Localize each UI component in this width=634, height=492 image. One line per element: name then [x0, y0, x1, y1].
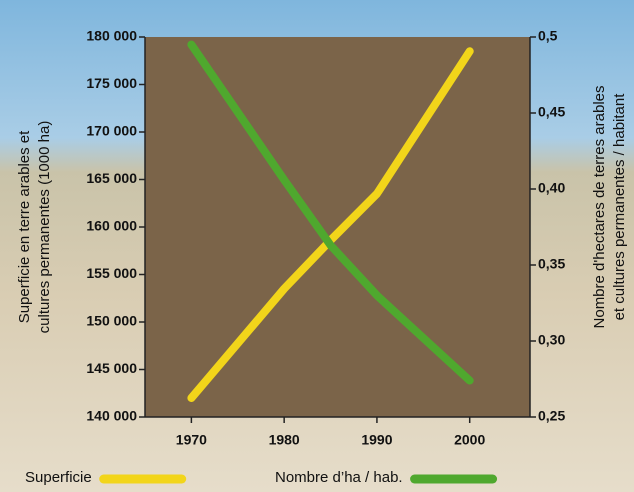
y-tick-label: 140 000 [86, 408, 137, 424]
y-tick-label: 170 000 [86, 123, 137, 139]
y2-tick-label: 0,30 [538, 332, 565, 348]
y-tick-label: 175 000 [86, 75, 137, 91]
y2-tick-label: 0,35 [538, 256, 565, 272]
y2-tick-label: 0,45 [538, 104, 565, 120]
y-tick-label: 165 000 [86, 170, 137, 186]
y-axis-title: Superficie en terre arables et [16, 130, 33, 323]
y-tick-label: 160 000 [86, 218, 137, 234]
chart: 140 000 145 000 150 000 155 000 160 000 165 0… [0, 0, 634, 492]
y2-axis-title: et cultures permanentes / habitant [611, 93, 628, 321]
x-tick-label: 1970 [176, 432, 207, 448]
y-tick-label: 155 000 [86, 265, 137, 281]
x-tick-label: 2000 [454, 432, 485, 448]
plot-area [145, 37, 530, 417]
y-tick-label: 150 000 [86, 313, 137, 329]
y-axis-title: cultures permanentes (1000 ha) [36, 121, 53, 334]
y2-tick-label: 0,40 [538, 180, 565, 196]
y-tick-label: 180 000 [86, 28, 137, 44]
y2-tick-label: 0,5 [538, 28, 558, 44]
x-tick-label: 1990 [361, 432, 392, 448]
y2-tick-label: 0,25 [538, 408, 565, 424]
legend-label: Superficie [25, 469, 92, 486]
y-tick-label: 145 000 [86, 360, 137, 376]
y2-axis-title: Nombre d'hectares de terres arables [591, 86, 608, 329]
x-tick-label: 1980 [269, 432, 300, 448]
legend-label: Nombre d’ha / hab. [275, 469, 403, 486]
